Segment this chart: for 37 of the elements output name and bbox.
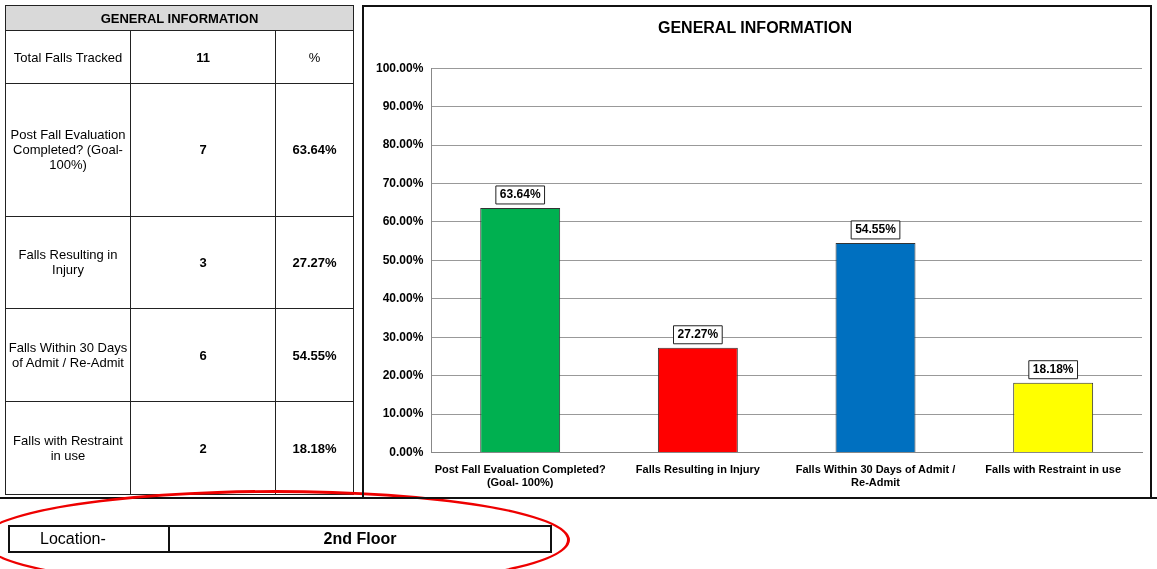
data-label: 63.64%	[499, 187, 541, 202]
y-tick-label: 20.00%	[382, 368, 424, 383]
y-tick-label: 60.00%	[382, 214, 424, 229]
text: %	[275, 30, 354, 84]
data-label: 54.55%	[855, 222, 897, 237]
x-tick-label: Post Fall Evaluation Completed? (Goal- 100%)	[434, 463, 607, 489]
text: 7	[199, 142, 207, 158]
category-label: Falls Resulting in Injury	[5, 216, 131, 309]
text: 6	[199, 347, 207, 363]
y-tick-label: 70.00%	[382, 175, 424, 190]
data-label: 27.27%	[677, 327, 719, 342]
text: 54.55%	[292, 347, 337, 363]
category-label: Falls Within 30 Days of Admit / Re-Admit	[5, 308, 131, 402]
y-tick-label: 30.00%	[382, 329, 424, 344]
category-label: Total Falls Tracked	[5, 30, 131, 84]
text: 3	[199, 254, 207, 270]
text: 27.27%	[292, 254, 337, 270]
text: 2	[199, 440, 207, 456]
y-tick-label: 50.00%	[382, 252, 424, 267]
y-tick-label: 90.00%	[382, 98, 424, 113]
chart-title: GENERAL INFORMATION	[657, 19, 853, 37]
y-tick-label: 80.00%	[382, 137, 424, 152]
text: 18.18%	[292, 440, 337, 456]
text: 63.64%	[292, 142, 337, 158]
y-tick-label: 0.00%	[389, 444, 424, 459]
text: GENERAL INFORMATION	[5, 5, 354, 31]
text: 11	[196, 49, 210, 65]
y-tick-label: 40.00%	[382, 291, 424, 306]
x-tick-label: Falls Within 30 Days of Admit / Re-Admit	[795, 463, 956, 489]
x-tick-label: Falls Resulting in Injury	[635, 463, 761, 476]
text: Location-	[10, 527, 170, 551]
text: 2nd Floor	[322, 529, 398, 549]
x-tick-label: Falls with Restraint in use	[985, 463, 1122, 476]
category-label: Post Fall Evaluation Completed? (Goal- 100%)	[5, 83, 131, 217]
data-label: 18.18%	[1032, 362, 1074, 377]
y-tick-label: 100.00%	[376, 60, 424, 75]
y-tick-label: 10.00%	[382, 406, 424, 421]
